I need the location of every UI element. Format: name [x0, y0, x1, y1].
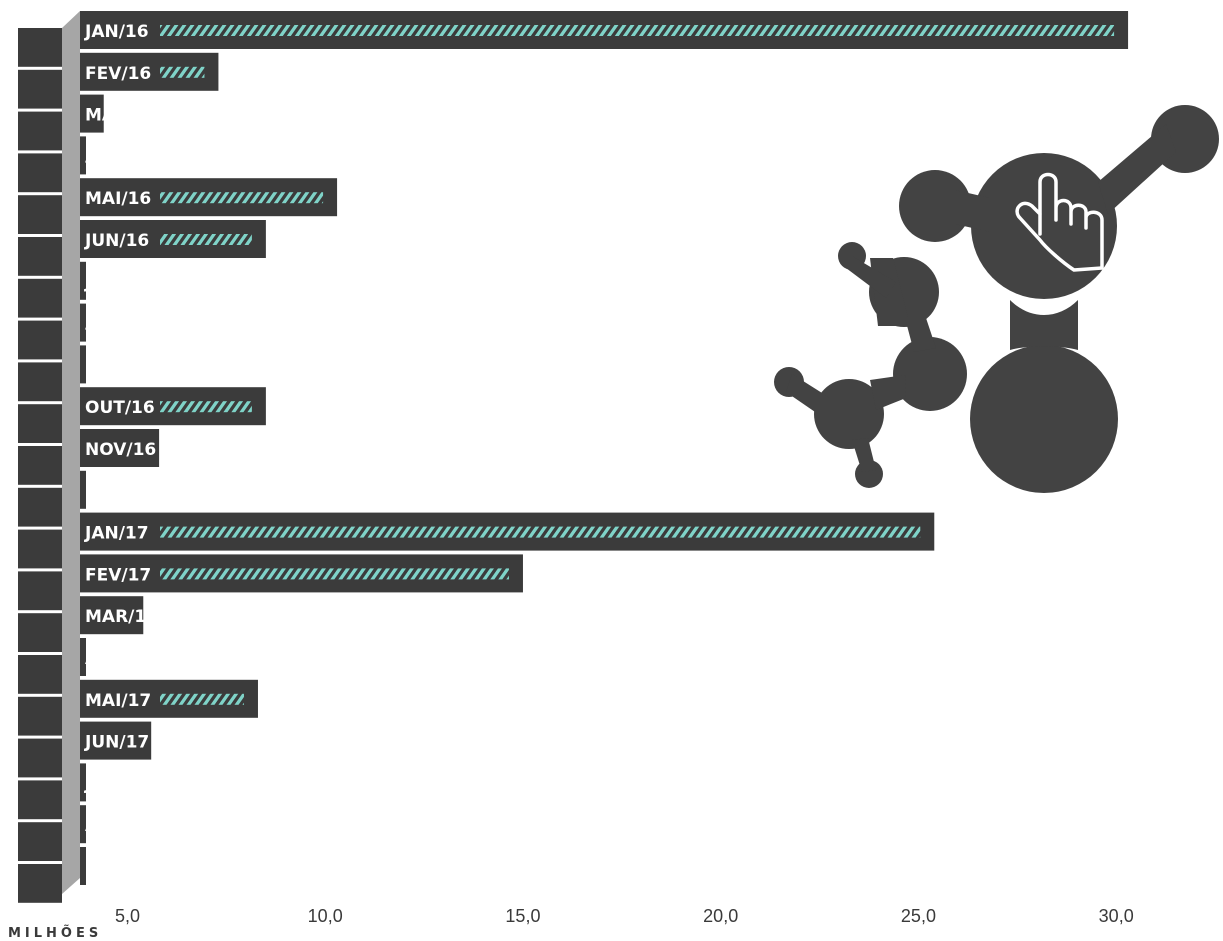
axis-block [18, 571, 62, 611]
category-label: ABR/16 [85, 147, 154, 167]
axis-block [18, 237, 62, 276]
bar [80, 721, 152, 760]
bar [80, 429, 160, 467]
bar-hatch [160, 192, 324, 204]
axis-block [18, 28, 62, 67]
bar [80, 345, 86, 384]
molecule-touch-icon [774, 105, 1219, 493]
x-tick-label: 25,0 [901, 906, 936, 926]
x-axis-ticks: 5,0 10,0 15,0 20,0 25,0 30,0 [115, 906, 1134, 926]
axis-block [18, 822, 62, 861]
x-tick-label: 10,0 [308, 906, 343, 926]
bar-hatch [160, 693, 244, 705]
bar [80, 596, 144, 635]
category-label: JUN/16 [84, 231, 149, 251]
pointer-hand-icon [1015, 172, 1104, 272]
axis-block [18, 195, 62, 234]
bar [80, 94, 104, 133]
category-label: JAN/17 [84, 524, 149, 544]
bar [80, 303, 86, 342]
category-label: JUL/16 [84, 273, 146, 293]
category-label: OUT/16 [85, 398, 155, 418]
bar [80, 261, 86, 300]
category-label: NOV/16 [85, 440, 156, 460]
bar-hatch [160, 25, 1115, 36]
axis-block [18, 613, 62, 652]
bar-hatch [160, 568, 509, 580]
bar-hatch [160, 401, 252, 413]
bar [80, 470, 86, 509]
category-label: MAI/16 [85, 189, 151, 209]
axis-block [18, 278, 62, 318]
bar-hatch [160, 234, 252, 245]
axis-block [18, 362, 62, 402]
bar [80, 136, 86, 175]
axis-block [18, 529, 62, 569]
category-label: AGO/17 [85, 816, 156, 836]
x-tick-label: 15,0 [505, 906, 540, 926]
axis-block [18, 696, 62, 736]
category-label: SET [85, 356, 121, 376]
category-label: AGO/16 [85, 315, 156, 335]
unit-label: MILHÕES [8, 925, 102, 941]
x-tick-label: 20,0 [703, 906, 738, 926]
category-axis-blocks [18, 11, 80, 903]
bar [80, 638, 86, 676]
x-tick-label: 5,0 [115, 906, 140, 926]
category-label: MAI/17 [85, 691, 151, 711]
category-label: MAR/16 [85, 106, 158, 126]
bar [80, 763, 86, 802]
category-label: ABR/17 [85, 649, 154, 669]
axis-block [18, 69, 62, 109]
category-label: DEZ/16 [85, 482, 153, 502]
bar [80, 847, 86, 885]
category-label: JUN/17 [84, 733, 149, 753]
axis-block [18, 404, 62, 443]
category-label: SET/17 [85, 858, 150, 878]
bar-hatch [160, 66, 205, 78]
x-tick-label: 30,0 [1099, 906, 1134, 926]
category-label: MAR/17 [85, 607, 158, 627]
category-label: FEV/16 [85, 64, 151, 84]
axis-block [18, 864, 62, 903]
axis-block [18, 487, 62, 527]
axis-block [18, 320, 62, 360]
axis-edge [62, 11, 80, 894]
category-label: JAN/16 [84, 22, 149, 42]
bar [80, 805, 86, 844]
bar-hatch [160, 526, 921, 538]
axis-block [18, 446, 62, 485]
axis-block [18, 153, 62, 193]
axis-block [18, 738, 62, 778]
axis-block [18, 780, 62, 820]
axis-block [18, 655, 62, 694]
bars: JAN/16 FEV/16 MAR/16 ABR/16 MAI/16 JUN/16 JUL/… [80, 11, 1129, 885]
category-label: JUL/17 [84, 774, 146, 794]
category-label: FEV/17 [85, 565, 151, 585]
axis-block [18, 111, 62, 151]
